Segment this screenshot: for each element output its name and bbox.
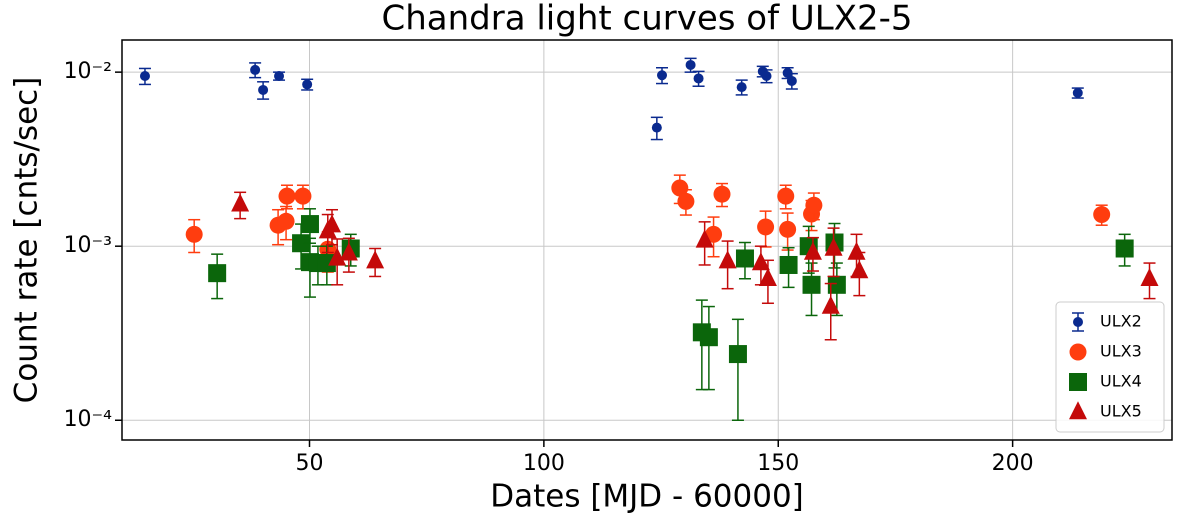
marker xyxy=(651,122,662,133)
y-tick-label: 10⁻³ xyxy=(64,233,112,258)
marker xyxy=(779,220,797,238)
marker xyxy=(294,187,312,205)
x-tick-label: 150 xyxy=(757,451,799,476)
y-tick-label: 10⁻⁴ xyxy=(64,407,113,432)
marker xyxy=(300,215,319,234)
marker xyxy=(277,212,295,230)
marker xyxy=(339,242,358,261)
marker xyxy=(705,225,723,243)
error-bar xyxy=(731,318,744,421)
marker xyxy=(827,275,846,294)
marker xyxy=(699,328,718,347)
marker xyxy=(139,71,150,82)
marker xyxy=(677,192,695,210)
marker xyxy=(786,75,797,86)
marker xyxy=(274,71,285,82)
y-tick-label: 10⁻² xyxy=(64,59,112,84)
legend: ULX2 ULX3 ULX4 ULX5 xyxy=(1055,301,1165,433)
x-tick-label: 200 xyxy=(992,451,1034,476)
marker xyxy=(850,260,869,279)
x-tick-label: 100 xyxy=(523,451,565,476)
marker xyxy=(258,84,269,95)
marker xyxy=(805,196,823,214)
marker xyxy=(802,275,821,294)
marker xyxy=(1072,87,1083,98)
marker xyxy=(695,229,714,248)
marker xyxy=(231,193,250,212)
marker xyxy=(685,59,696,70)
series xyxy=(185,174,1111,273)
y-axis-label: Count rate [cnts/sec] xyxy=(9,77,45,404)
legend-marker xyxy=(1073,317,1083,327)
marker xyxy=(657,70,667,81)
x-axis-label: Dates [MJD - 60000] xyxy=(490,479,804,515)
marker xyxy=(779,255,798,274)
marker xyxy=(328,247,347,266)
marker xyxy=(782,67,793,78)
marker xyxy=(1140,267,1159,286)
marker xyxy=(323,214,341,233)
marker xyxy=(736,82,747,93)
legend-marker xyxy=(1069,401,1087,420)
x-tick-label: 50 xyxy=(296,451,324,476)
marker xyxy=(278,187,296,205)
marker xyxy=(758,267,777,286)
marker xyxy=(847,241,866,260)
marker xyxy=(185,225,203,243)
marker xyxy=(821,295,840,314)
marker xyxy=(777,187,795,205)
marker xyxy=(824,237,843,256)
legend-label: ULX2 xyxy=(1100,312,1142,331)
marker xyxy=(757,218,775,236)
marker xyxy=(803,241,822,260)
marker xyxy=(302,79,313,90)
marker xyxy=(713,185,731,203)
chart-title: Chandra light curves of ULX2-5 xyxy=(381,0,912,39)
marker xyxy=(718,250,737,269)
legend-label: ULX3 xyxy=(1100,342,1142,361)
marker xyxy=(751,252,770,271)
legend-marker xyxy=(1069,373,1087,391)
plot-frame xyxy=(121,39,1173,441)
marker xyxy=(250,64,261,75)
marker xyxy=(317,254,336,273)
marker xyxy=(366,250,385,269)
marker xyxy=(693,73,704,84)
legend-marker xyxy=(1069,343,1087,361)
marker xyxy=(761,71,772,82)
marker xyxy=(735,249,754,268)
marker xyxy=(671,179,689,197)
marker xyxy=(1093,206,1111,224)
series xyxy=(208,208,1134,421)
marker xyxy=(1115,239,1134,258)
legend-label: ULX5 xyxy=(1100,402,1142,421)
marker xyxy=(728,345,747,364)
marker xyxy=(208,264,227,283)
legend-label: ULX4 xyxy=(1100,372,1142,391)
legend-box xyxy=(1055,301,1165,433)
series xyxy=(231,191,1159,341)
error-bar xyxy=(702,305,715,391)
series xyxy=(138,57,1084,141)
